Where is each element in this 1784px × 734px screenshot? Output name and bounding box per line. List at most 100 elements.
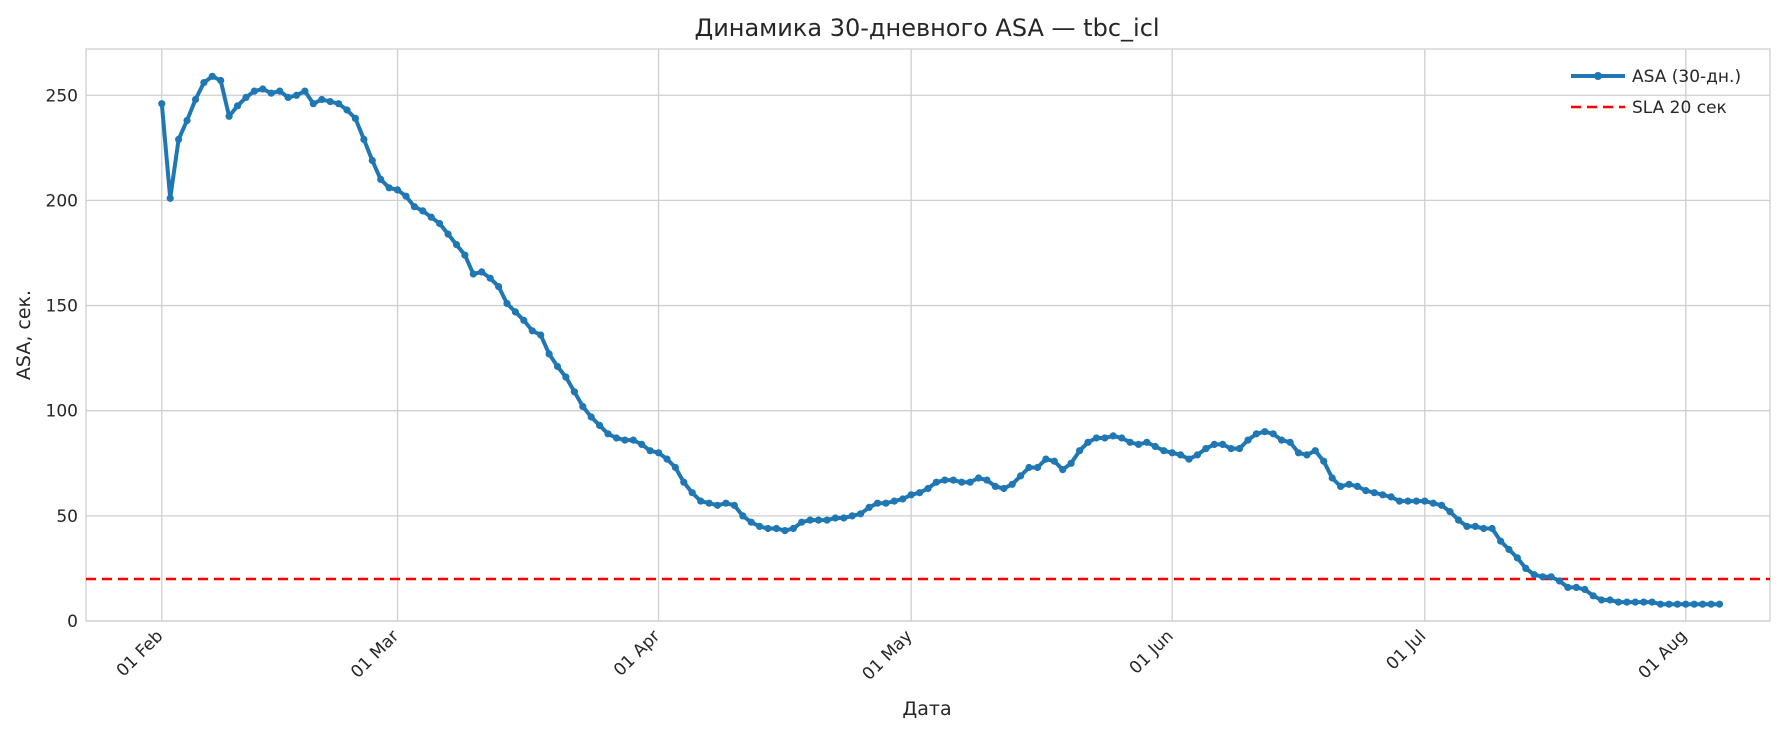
legend: ASA (30-дн.) SLA 20 сек [1571, 67, 1741, 118]
asa-data-point [276, 87, 284, 95]
asa-data-point [520, 316, 528, 324]
asa-data-point [1219, 440, 1227, 448]
asa-data-point [764, 524, 772, 533]
asa-data-point [823, 516, 831, 524]
legend-marker-asa [1594, 72, 1602, 80]
y-axis-ticks: 0 50 100 150 200 250 [46, 86, 78, 632]
asa-data-point [242, 93, 250, 101]
asa-data-point [1042, 455, 1050, 463]
asa-data-point [1606, 596, 1614, 604]
asa-data-point [1387, 493, 1395, 501]
legend-label-asa: ASA (30-дн.) [1632, 67, 1741, 87]
asa-data-point [166, 194, 174, 202]
asa-data-point [1379, 491, 1387, 499]
asa-data-point [1699, 600, 1707, 608]
asa-data-point [882, 499, 890, 507]
asa-data-point [553, 362, 562, 371]
asa-data-point [158, 100, 166, 108]
asa-data-point [469, 270, 477, 278]
asa-data-point [478, 268, 486, 276]
asa-data-point [292, 91, 301, 99]
asa-data-point [1353, 482, 1361, 490]
asa-data-point [1252, 430, 1260, 438]
asa-data-point [461, 251, 469, 259]
asa-data-point [680, 478, 688, 486]
asa-data-point [1370, 489, 1378, 497]
asa-data-point [1269, 430, 1277, 438]
asa-data-point [537, 331, 545, 339]
asa-data-point [1033, 463, 1042, 472]
asa-data-point [1294, 449, 1303, 457]
x-tick-label: 01 Aug [1635, 626, 1692, 683]
asa-data-point [1412, 497, 1420, 505]
asa-data-point [1648, 598, 1656, 606]
y-tick-label: 100 [46, 402, 78, 422]
legend-label-sla: SLA 20 сек [1632, 98, 1727, 118]
asa-data-point [1076, 447, 1084, 455]
asa-data-point [385, 184, 393, 192]
asa-data-point [655, 449, 663, 457]
asa-data-point [1463, 522, 1471, 531]
asa-data-point [579, 402, 587, 411]
asa-data-point [974, 474, 983, 482]
asa-data-point [1134, 440, 1143, 448]
asa-data-point [495, 283, 503, 291]
asa-data-point [1286, 438, 1294, 446]
asa-data-point [1235, 445, 1244, 453]
asa-data-point [991, 482, 1000, 490]
asa-data-point [410, 203, 418, 211]
asa-data-point [217, 76, 225, 85]
asa-data-point [663, 455, 671, 463]
asa-data-point [1261, 428, 1269, 436]
asa-data-point [806, 516, 814, 524]
asa-data-point [1185, 455, 1193, 463]
asa-data-point [267, 89, 275, 97]
asa-data-point [1328, 474, 1336, 482]
asa-data-point [949, 476, 957, 484]
asa-data-point [486, 274, 494, 282]
x-tick-label: 01 Jun [1126, 626, 1178, 678]
asa-data-point [840, 514, 848, 522]
plot-frame [85, 48, 1771, 622]
asa-data-point [814, 516, 823, 524]
asa-data-point [596, 421, 604, 429]
x-tick-label: 01 May [859, 626, 917, 684]
asa-data-point [175, 135, 183, 143]
asa-data-point [562, 373, 570, 381]
asa-data-point [713, 501, 722, 509]
asa-data-point [343, 106, 351, 114]
y-tick-label: 150 [46, 297, 78, 317]
asa-data-point [183, 116, 191, 125]
asa-data-point [722, 499, 730, 507]
asa-data-point [1555, 577, 1564, 585]
asa-data-point [916, 489, 924, 497]
asa-data-point [1640, 598, 1648, 606]
asa-data-point [604, 430, 612, 438]
asa-data-point [444, 230, 452, 238]
asa-data-point [1513, 554, 1521, 562]
asa-data-point [1000, 484, 1008, 493]
asa-data-point [1168, 449, 1176, 457]
asa-data-point [1193, 451, 1201, 459]
asa-data-point [1715, 600, 1724, 608]
asa-data-point [1505, 545, 1513, 554]
asa-data-point [612, 434, 621, 442]
asa-data-point [225, 112, 233, 120]
asa-data-point [326, 98, 334, 106]
asa-data-point [1421, 497, 1429, 505]
asa-data-point [570, 388, 579, 396]
asa-data-point [1690, 600, 1698, 608]
asa-data-point [250, 87, 258, 95]
asa-data-point [873, 499, 882, 507]
asa-data-point [1539, 573, 1547, 581]
asa-data-point [798, 518, 806, 526]
asa-data-point [1454, 516, 1463, 524]
asa-data-point [1210, 440, 1218, 448]
asa-data-point [377, 175, 385, 183]
asa-data-point [1438, 501, 1446, 509]
asa-data-point [739, 512, 747, 520]
asa-data-point [941, 476, 949, 484]
asa-data-point [309, 100, 317, 108]
asa-data-point [1395, 497, 1404, 505]
